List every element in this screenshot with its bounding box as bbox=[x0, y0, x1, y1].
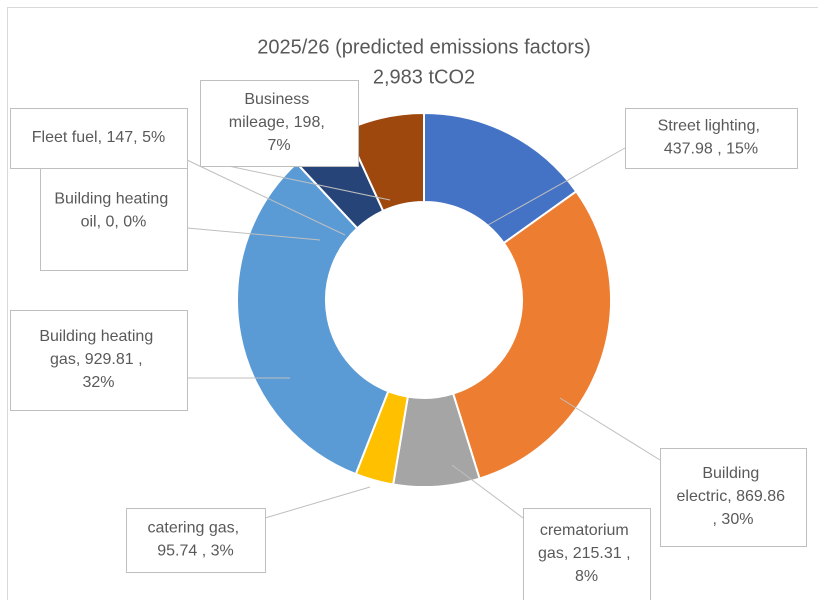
data-label: Street lighting, 437.98 , 15% bbox=[658, 118, 765, 158]
chart-title: 2025/26 (predicted emissions factors) bbox=[257, 36, 591, 58]
label-box bbox=[126, 508, 266, 573]
data-label: crematorium gas, 215.31 , 8% bbox=[538, 522, 635, 585]
label-box bbox=[625, 108, 798, 169]
data-label: catering gas, 95.74 , 3% bbox=[147, 520, 243, 560]
donut-slice bbox=[344, 111, 425, 213]
data-label: Business mileage, 198, 7% bbox=[229, 91, 330, 154]
chart-subtitle: 2,983 tCO2 bbox=[373, 66, 475, 88]
label-box bbox=[200, 80, 359, 167]
leader-line bbox=[264, 486, 371, 519]
leader-line bbox=[559, 397, 661, 461]
donut-slice bbox=[236, 161, 390, 476]
label-box bbox=[40, 152, 188, 271]
data-label: Building heating oil, 0, 0% bbox=[54, 191, 172, 231]
data-label: Building electric, 869.86 , 30% bbox=[677, 465, 790, 528]
data-label: Fleet fuel, 147, 5% bbox=[32, 129, 165, 146]
data-label: Building heating gas, 929.81 , 32% bbox=[39, 328, 157, 391]
donut-slice bbox=[451, 189, 612, 480]
leader-line bbox=[186, 159, 346, 236]
leader-line bbox=[451, 464, 524, 519]
label-box bbox=[10, 310, 188, 411]
leader-line bbox=[186, 227, 321, 241]
label-box bbox=[523, 508, 651, 600]
label-box bbox=[10, 108, 188, 169]
leader-line bbox=[487, 147, 626, 226]
label-box bbox=[660, 448, 807, 547]
